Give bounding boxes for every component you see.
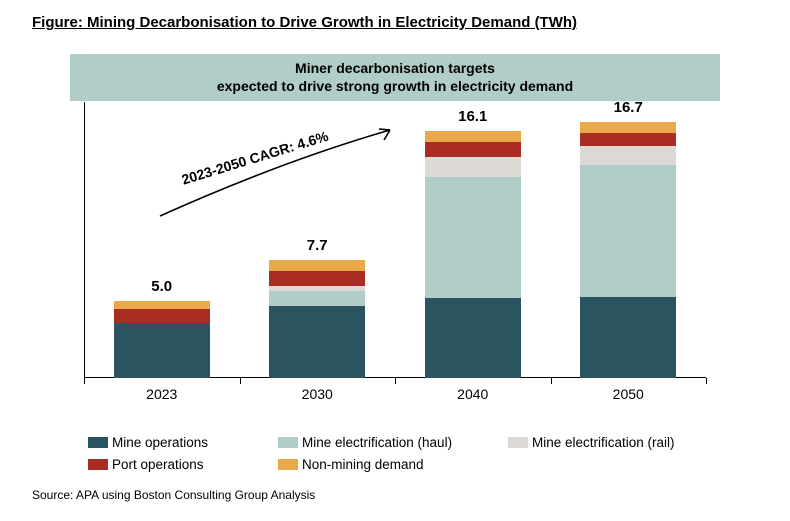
source-attribution: Source: APA using Boston Consulting Grou… [32, 488, 315, 502]
legend-item: Mine electrification (rail) [508, 432, 698, 454]
x-axis-label: 2030 [240, 386, 396, 402]
x-axis-labels: 2023203020402050 [84, 386, 706, 406]
bar-slot: 5.0 [114, 102, 210, 378]
legend-label: Mine electrification (rail) [532, 432, 675, 454]
legend-label: Port operations [112, 454, 204, 476]
bar-segment-port_ops [114, 309, 210, 323]
legend-swatch [508, 437, 528, 448]
bar-segment-non_mining [269, 260, 365, 271]
chart-banner: Miner decarbonisation targets expected t… [70, 54, 720, 101]
x-axis-label: 2023 [84, 386, 240, 402]
legend: Mine operations Mine electrification (hau… [88, 432, 708, 475]
legend-item: Non-mining demand [278, 454, 508, 476]
legend-swatch [88, 459, 108, 470]
x-axis-label: 2050 [551, 386, 707, 402]
chart-container: Miner decarbonisation targets expected t… [70, 54, 720, 424]
legend-item: Mine electrification (haul) [278, 432, 508, 454]
bar-segment-non_mining [114, 301, 210, 309]
bar-segment-elec_rail [425, 157, 521, 177]
bar-segment-elec_haul [269, 291, 365, 306]
bar-segment-elec_rail [269, 286, 365, 291]
bar-segment-port_ops [269, 271, 365, 286]
bar-segment-mine_ops [425, 298, 521, 378]
legend-label: Mine electrification (haul) [302, 432, 452, 454]
x-axis-label: 2040 [395, 386, 551, 402]
x-tick [84, 378, 85, 384]
legend-item: Port operations [88, 454, 278, 476]
bar-segment-port_ops [580, 133, 676, 147]
bar-total-label: 7.7 [269, 237, 365, 254]
x-tick [395, 378, 396, 384]
legend-row: Mine operations Mine electrification (hau… [88, 432, 708, 454]
chart-area: 5.07.716.116.7 2023203020402050 2023-205… [70, 102, 720, 424]
x-tick [551, 378, 552, 384]
bar-total-label: 16.7 [580, 99, 676, 116]
bar-segment-mine_ops [269, 306, 365, 378]
bar-total-label: 16.1 [425, 108, 521, 125]
bar-segment-non_mining [425, 131, 521, 142]
legend-row: Port operations Non-mining demand [88, 454, 708, 476]
bar-segment-elec_haul [425, 177, 521, 298]
legend-label: Non-mining demand [302, 454, 424, 476]
bar-segment-non_mining [580, 122, 676, 133]
banner-line-2: expected to drive strong growth in elect… [217, 78, 573, 94]
bar-slot: 16.7 [580, 102, 676, 378]
banner-line-1: Miner decarbonisation targets [295, 60, 495, 76]
x-tick [240, 378, 241, 384]
plot-region: 5.0 7.7 16.1 16.7 [84, 102, 706, 378]
bar-segment-mine_ops [114, 323, 210, 378]
x-tick [706, 378, 707, 384]
legend-swatch [88, 437, 108, 448]
bar-segment-elec_rail [580, 146, 676, 164]
bar-total-label: 5.0 [114, 278, 210, 295]
figure-title: Figure: Mining Decarbonisation to Drive … [0, 0, 790, 31]
bar-slot: 16.1 [425, 102, 521, 378]
legend-swatch [278, 437, 298, 448]
bar-segment-port_ops [425, 142, 521, 157]
bar-segment-elec_haul [580, 165, 676, 297]
bar-segment-mine_ops [580, 297, 676, 378]
legend-item: Mine operations [88, 432, 278, 454]
legend-label: Mine operations [112, 432, 208, 454]
legend-swatch [278, 459, 298, 470]
